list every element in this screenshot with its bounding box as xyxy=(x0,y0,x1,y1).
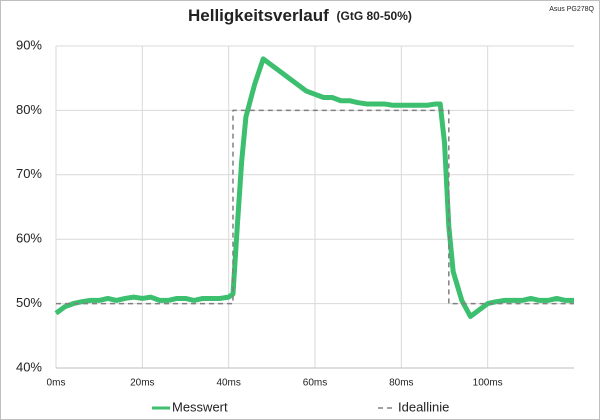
y-tick-label: 40% xyxy=(16,359,42,374)
chart-title-group: Helligkeitsverlauf (GtG 80-50%) xyxy=(188,6,412,25)
y-tick-label: 90% xyxy=(16,37,42,52)
y-tick-label: 60% xyxy=(16,231,42,246)
x-tick-label: 80ms xyxy=(389,378,413,389)
x-tick-label: 20ms xyxy=(130,378,154,389)
x-tick-label: 40ms xyxy=(216,378,240,389)
x-tick-label: 0ms xyxy=(47,378,66,389)
annotation: Asus PG278Q xyxy=(549,6,594,13)
series-line xyxy=(56,109,574,305)
series-line xyxy=(54,56,574,319)
x-tick-label: 100ms xyxy=(473,378,503,389)
y-tick-label: 80% xyxy=(16,102,42,117)
legend-label: Ideallinie xyxy=(398,399,449,414)
chart-subtitle: (GtG 80-50%) xyxy=(337,9,412,23)
chart-title: Helligkeitsverlauf xyxy=(188,6,329,25)
legend-label: Messwert xyxy=(172,399,228,414)
y-tick-label: 70% xyxy=(16,166,42,181)
x-tick-label: 60ms xyxy=(303,378,327,389)
y-tick-label: 50% xyxy=(16,295,42,310)
